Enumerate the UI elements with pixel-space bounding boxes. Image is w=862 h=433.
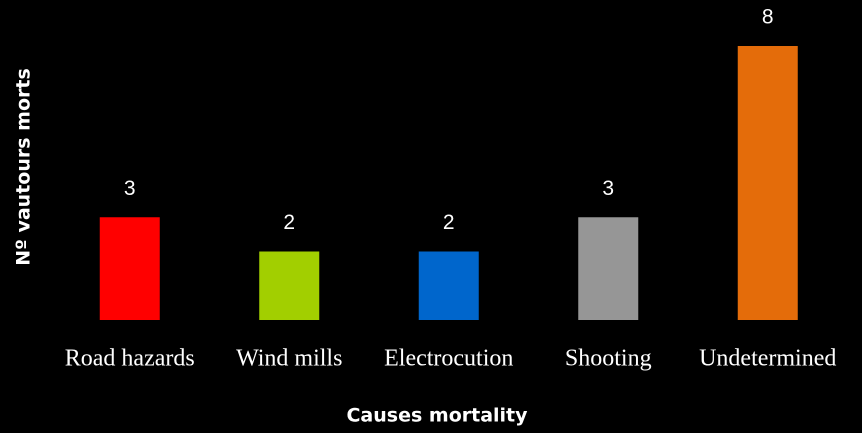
bar bbox=[737, 46, 798, 320]
x-tick-label: Electrocution bbox=[384, 346, 513, 372]
x-axis-title: Causes mortality bbox=[346, 405, 528, 427]
data-label: 3 bbox=[602, 177, 614, 200]
bar bbox=[259, 251, 320, 320]
x-tick-label: Wind mills bbox=[236, 346, 342, 372]
data-label: 2 bbox=[443, 211, 455, 234]
x-tick-label: Undetermined bbox=[699, 346, 836, 372]
bar bbox=[578, 217, 639, 320]
data-label: 2 bbox=[283, 211, 295, 234]
bar bbox=[418, 251, 479, 320]
data-label: 3 bbox=[124, 177, 136, 200]
data-label: 8 bbox=[762, 6, 774, 29]
x-tick-label: Shooting bbox=[565, 346, 652, 372]
bar bbox=[99, 217, 160, 320]
y-axis-title: Nº vautours morts bbox=[13, 68, 35, 266]
x-tick-label: Road hazards bbox=[65, 346, 195, 372]
